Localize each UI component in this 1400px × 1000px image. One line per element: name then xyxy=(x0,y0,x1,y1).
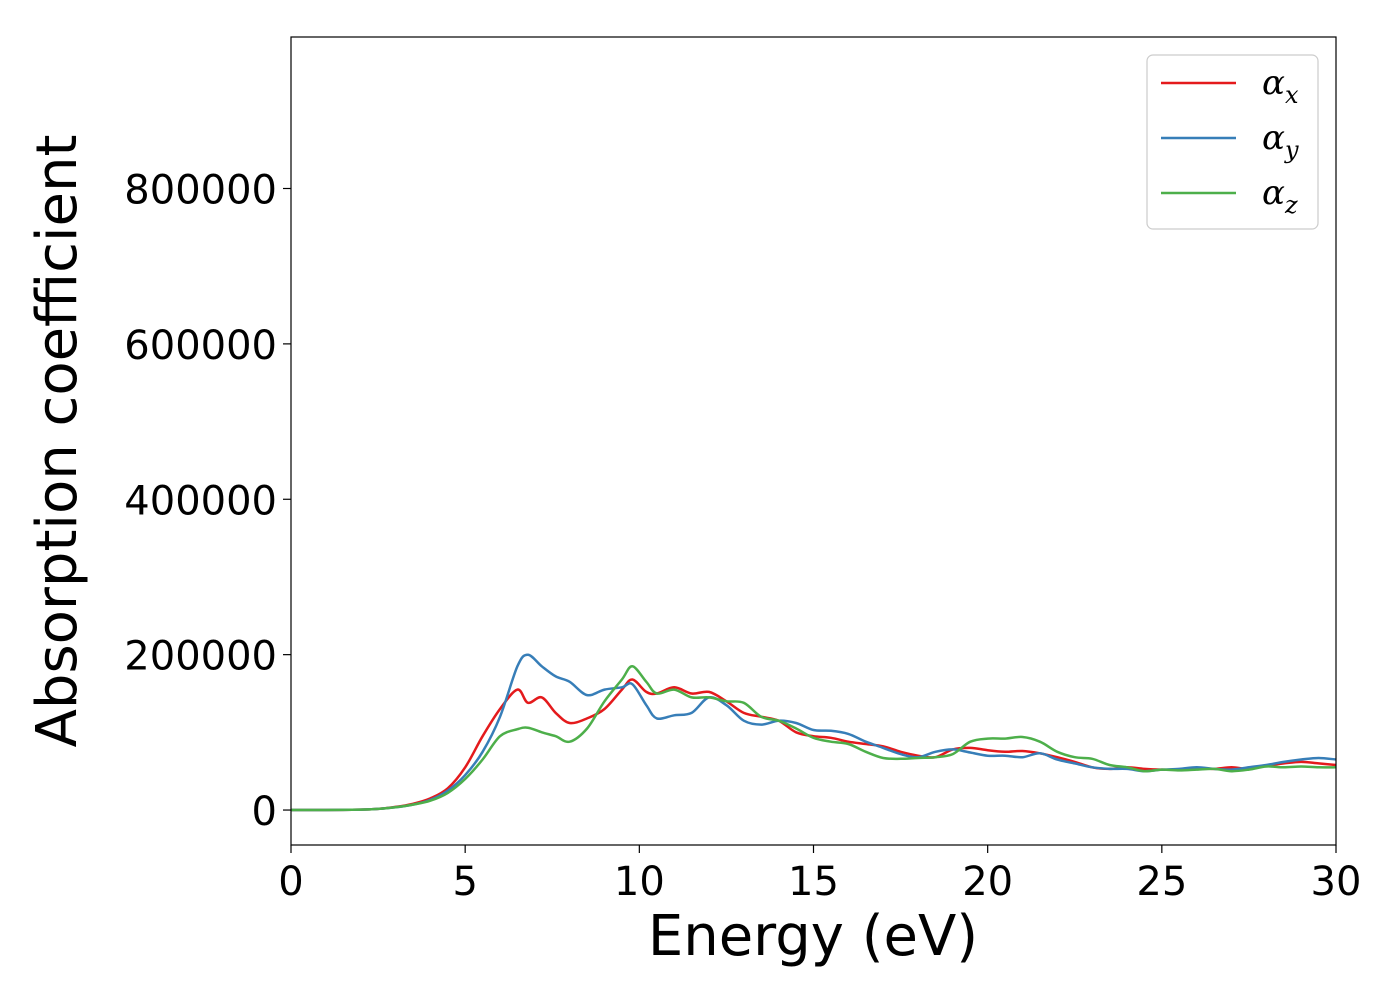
y-tick-label: 0 xyxy=(252,789,277,835)
x-tick-label: 30 xyxy=(1311,859,1362,905)
y-tick-label: 200000 xyxy=(124,634,277,680)
y-axis: 0 200000 400000 600000 800000 xyxy=(124,168,291,835)
x-tick-label: 15 xyxy=(788,859,839,905)
legend-symbol: α xyxy=(1262,63,1285,103)
legend-box xyxy=(1146,54,1319,230)
x-axis: 0 5 10 15 20 25 30 xyxy=(278,845,1361,905)
x-tick-label: 0 xyxy=(278,859,303,905)
series-layer xyxy=(291,653,1336,812)
x-tick-label: 5 xyxy=(452,859,477,905)
legend-label-alpha-z: αz xyxy=(1262,173,1298,219)
legend-subscript: z xyxy=(1284,191,1298,219)
legend-label-alpha-y: αy xyxy=(1262,118,1299,164)
legend-subscript: y xyxy=(1284,136,1299,164)
legend-subscript: x xyxy=(1285,81,1299,109)
y-tick-label: 800000 xyxy=(124,168,277,214)
x-tick-label: 10 xyxy=(614,859,665,905)
y-tick-label: 400000 xyxy=(124,478,277,524)
x-axis-title: Energy (eV) xyxy=(648,904,978,969)
y-tick-label: 600000 xyxy=(124,323,277,369)
legend-symbol: α xyxy=(1262,118,1285,158)
y-axis-title: Absorption coefficient xyxy=(25,135,90,748)
x-tick-label: 25 xyxy=(1136,859,1187,905)
x-tick-label: 20 xyxy=(962,859,1013,905)
series-line-alpha-z xyxy=(291,665,1336,812)
legend-label-alpha-x: αx xyxy=(1262,63,1299,109)
legend-symbol: α xyxy=(1262,173,1285,213)
